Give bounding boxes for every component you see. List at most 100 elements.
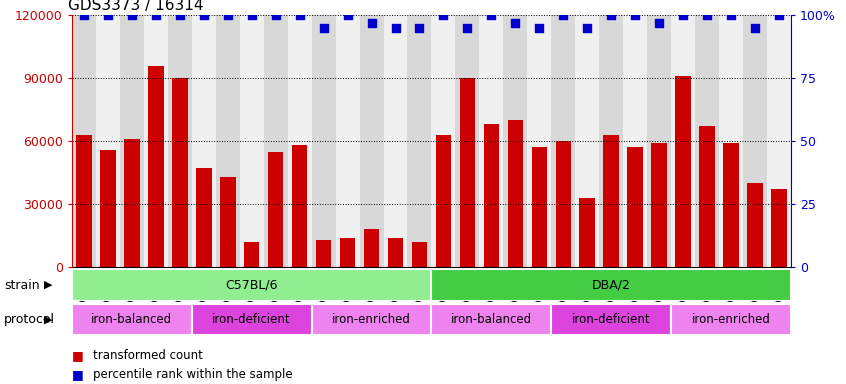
Bar bbox=[144, 15, 168, 267]
Text: ▶: ▶ bbox=[44, 314, 52, 325]
Point bbox=[629, 12, 642, 18]
Bar bbox=[120, 15, 144, 267]
Text: transformed count: transformed count bbox=[93, 349, 203, 362]
Bar bbox=[767, 15, 791, 267]
Point bbox=[749, 25, 762, 31]
Bar bbox=[72, 304, 192, 335]
Bar bbox=[531, 147, 547, 267]
Bar bbox=[603, 135, 619, 267]
Bar bbox=[311, 15, 336, 267]
Bar bbox=[624, 15, 647, 267]
Point bbox=[365, 20, 378, 26]
Text: iron-deficient: iron-deficient bbox=[572, 313, 651, 326]
Point bbox=[508, 20, 522, 26]
Point bbox=[245, 12, 259, 18]
Bar bbox=[316, 240, 332, 267]
Bar bbox=[700, 126, 715, 267]
Bar bbox=[675, 76, 691, 267]
Bar bbox=[72, 270, 431, 301]
Bar bbox=[76, 135, 91, 267]
Bar bbox=[364, 229, 379, 267]
Bar bbox=[647, 15, 671, 267]
Point bbox=[724, 12, 738, 18]
Bar bbox=[172, 78, 188, 267]
Bar bbox=[72, 15, 96, 267]
Text: GDS3373 / 16314: GDS3373 / 16314 bbox=[69, 0, 204, 13]
Bar bbox=[527, 15, 552, 267]
Point bbox=[652, 20, 666, 26]
Bar bbox=[747, 183, 763, 267]
Bar bbox=[168, 15, 192, 267]
Point bbox=[413, 25, 426, 31]
Text: iron-enriched: iron-enriched bbox=[692, 313, 771, 326]
Point bbox=[125, 12, 139, 18]
Bar bbox=[148, 66, 163, 267]
Point bbox=[533, 25, 547, 31]
Point bbox=[604, 12, 618, 18]
Bar bbox=[431, 15, 455, 267]
Bar bbox=[383, 15, 408, 267]
Bar bbox=[264, 15, 288, 267]
Point bbox=[77, 12, 91, 18]
Text: iron-balanced: iron-balanced bbox=[451, 313, 532, 326]
Bar bbox=[311, 304, 431, 335]
Bar bbox=[220, 177, 235, 267]
Text: iron-enriched: iron-enriched bbox=[332, 313, 411, 326]
Point bbox=[173, 12, 186, 18]
Bar bbox=[484, 124, 499, 267]
Bar bbox=[340, 238, 355, 267]
Text: C57BL/6: C57BL/6 bbox=[225, 279, 278, 291]
Bar bbox=[552, 304, 671, 335]
Bar bbox=[192, 15, 216, 267]
Point bbox=[269, 12, 283, 18]
Bar bbox=[244, 242, 260, 267]
Bar bbox=[552, 15, 575, 267]
Point bbox=[677, 12, 690, 18]
Bar bbox=[503, 15, 527, 267]
Text: iron-deficient: iron-deficient bbox=[212, 313, 291, 326]
Bar bbox=[695, 15, 719, 267]
Point bbox=[580, 25, 594, 31]
Point bbox=[197, 12, 211, 18]
Bar bbox=[124, 139, 140, 267]
Text: DBA/2: DBA/2 bbox=[592, 279, 630, 291]
Bar bbox=[336, 15, 360, 267]
Bar bbox=[459, 78, 475, 267]
Bar bbox=[431, 270, 791, 301]
Text: ■: ■ bbox=[72, 349, 84, 362]
Point bbox=[485, 12, 498, 18]
Bar bbox=[723, 143, 739, 267]
Point bbox=[101, 12, 114, 18]
Text: iron-balanced: iron-balanced bbox=[91, 313, 173, 326]
Bar bbox=[671, 15, 695, 267]
Bar bbox=[556, 141, 571, 267]
Bar bbox=[508, 120, 523, 267]
Bar bbox=[408, 15, 431, 267]
Bar bbox=[288, 15, 311, 267]
Point bbox=[437, 12, 450, 18]
Text: protocol: protocol bbox=[4, 313, 55, 326]
Point bbox=[388, 25, 403, 31]
Bar bbox=[192, 304, 311, 335]
Bar bbox=[292, 145, 307, 267]
Bar bbox=[455, 15, 480, 267]
Bar bbox=[196, 168, 212, 267]
Bar bbox=[360, 15, 383, 267]
Bar bbox=[575, 15, 599, 267]
Point bbox=[149, 12, 162, 18]
Bar bbox=[772, 189, 787, 267]
Bar bbox=[96, 15, 120, 267]
Bar bbox=[719, 15, 743, 267]
Bar bbox=[100, 149, 116, 267]
Point bbox=[772, 12, 786, 18]
Text: percentile rank within the sample: percentile rank within the sample bbox=[93, 368, 293, 381]
Bar bbox=[580, 198, 595, 267]
Bar bbox=[268, 152, 283, 267]
Point bbox=[316, 25, 330, 31]
Bar bbox=[599, 15, 624, 267]
Point bbox=[221, 12, 234, 18]
Bar bbox=[431, 304, 552, 335]
Bar bbox=[671, 304, 791, 335]
Bar bbox=[628, 147, 643, 267]
Text: strain: strain bbox=[4, 279, 40, 291]
